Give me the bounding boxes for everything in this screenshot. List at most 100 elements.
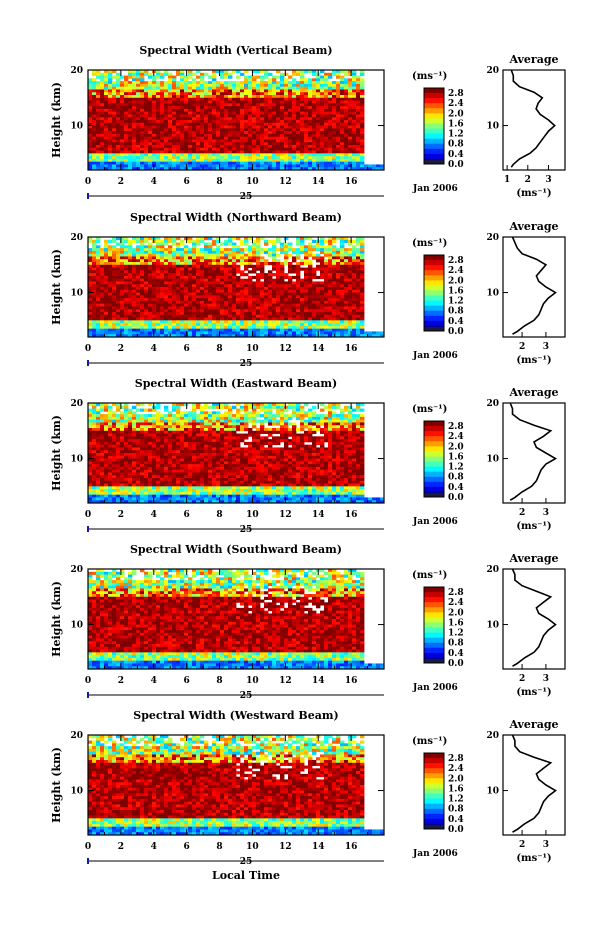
heatmap-cell [224,250,229,255]
heatmap-cell [128,147,133,151]
heatmap-cell [108,256,113,260]
heatmap-cell [212,270,217,274]
heatmap-cell [120,125,125,129]
heatmap-cell [176,125,181,129]
colorbar [423,254,445,332]
heatmap-cell [116,153,121,157]
heatmap-cell [128,103,133,107]
heatmap-cell [180,145,185,149]
heatmap-cell [296,120,301,124]
heatmap-cell [196,323,201,327]
heatmap-cell [120,158,125,163]
heatmap-cell [336,314,341,318]
heatmap-cell [296,142,301,146]
heatmap-cell [248,237,253,241]
heatmap-cell [168,128,173,132]
heatmap-cell [228,142,233,146]
heatmap-cell [268,139,273,143]
heatmap-cell [328,161,333,165]
heatmap-cell [216,264,221,268]
heatmap-cell [148,306,153,310]
heatmap-cell [284,131,289,135]
heatmap-cell [268,273,273,277]
heatmap-cell [184,312,189,316]
heatmap-cell [268,158,273,163]
avg-x-tick-label: 1 [504,175,510,185]
heatmap-cell [148,103,153,107]
heatmap-cell [268,100,273,104]
heatmap-cell [128,275,133,280]
heatmap-cell [224,106,229,110]
heatmap-cell [176,161,181,165]
heatmap-cell [280,245,285,249]
heatmap-cell [232,331,237,335]
heatmap-cell [196,273,201,277]
heatmap-cell [180,250,185,255]
heatmap-cell [112,306,117,310]
heatmap-cell [104,147,109,151]
heatmap-cell [116,120,121,124]
heatmap-cell [268,323,273,327]
heatmap-cell [148,298,153,302]
heatmap-cell [348,92,353,96]
heatmap-cell [356,131,361,135]
colorbar-swatch [424,260,444,266]
heatmap-cell [292,295,297,299]
heatmap-cell [336,89,341,93]
heatmap-cell [116,72,121,76]
chart-title: Spectral Width (Eastward Beam) [135,377,337,390]
heatmap-cell [316,158,321,163]
heatmap-cell [116,300,121,305]
heatmap-cell [292,264,297,268]
heatmap-cell [108,295,113,299]
heatmap-cell [164,158,169,163]
heatmap-cell [268,295,273,299]
heatmap-cell [88,136,93,140]
heatmap-cell [348,150,353,154]
heatmap-cell [288,253,293,257]
heatmap-cell [172,153,177,157]
heatmap-cell [276,158,281,163]
heatmap-cell [136,125,141,129]
heatmap-cell [236,156,241,160]
y-tick-label: 10 [70,289,83,299]
heatmap-cell [312,287,317,291]
heatmap-cell [172,320,177,324]
heatmap-cell [252,139,257,143]
heatmap-cell [300,122,305,126]
heatmap-cell [220,106,225,110]
heatmap-cell [176,108,181,113]
heatmap-cell [152,161,157,165]
heatmap-cell [356,250,361,255]
heatmap-cell [260,334,265,338]
heatmap-cell [108,81,113,85]
heatmap-cell [88,298,93,302]
heatmap-cell [140,164,145,168]
heatmap-cell [240,239,245,243]
heatmap-cell [284,273,289,277]
heatmap-cell [232,117,237,121]
heatmap-cell [336,83,341,88]
heatmap-cell [244,325,249,330]
heatmap-cell [232,86,237,90]
heatmap-cell [248,328,253,332]
heatmap-cell [344,298,349,302]
heatmap-cell [240,292,245,296]
heatmap-cell [88,464,93,468]
heatmap-cell [324,100,329,104]
heatmap-cell [312,103,317,107]
heatmap-cell [196,259,201,263]
heatmap-cell [328,83,333,88]
heatmap-cell [324,289,329,293]
heatmap-cell [296,292,301,296]
heatmap-cell [200,106,205,110]
heatmap-cell [272,314,277,318]
heatmap-cell [192,81,197,85]
heatmap-cell [332,136,337,140]
heatmap-cell [224,312,229,316]
heatmap-cell [140,298,145,302]
heatmap-cell [200,142,205,146]
heatmap-cell [168,267,173,271]
heatmap-cell [204,72,209,76]
heatmap-cell [232,270,237,274]
